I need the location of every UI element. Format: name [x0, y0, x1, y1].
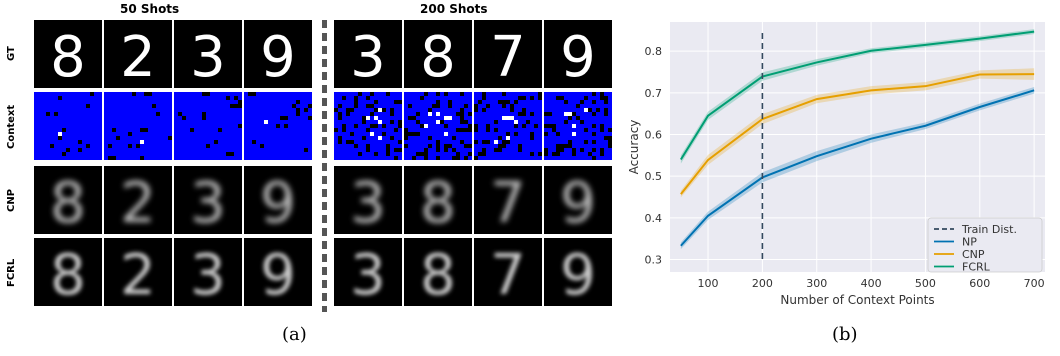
tile-gt-digit-7: 7 — [474, 20, 542, 88]
svg-text:8: 8 — [420, 25, 456, 88]
tile-cnp-digit-2: 2 — [104, 166, 172, 234]
svg-text:7: 7 — [490, 171, 526, 234]
group-title-200-shots: 200 Shots — [420, 2, 488, 16]
legend — [927, 217, 1043, 273]
svg-text:8: 8 — [50, 171, 86, 234]
caption-a: (a) — [282, 324, 307, 345]
x-axis-label: Number of Context Points — [780, 293, 934, 307]
tile-fcrl-digit-9: 9 — [244, 238, 312, 306]
svg-text:9: 9 — [560, 243, 596, 306]
y-tick-label: 0.3 — [645, 254, 663, 267]
panel-a: 50 Shots 200 Shots GT Context CNP FCRL 8… — [6, 2, 612, 345]
band-fcrl — [680, 29, 1035, 164]
tile-context-digit-8 — [404, 92, 472, 160]
y-axis-label: Accuracy — [627, 120, 641, 175]
svg-text:3: 3 — [190, 171, 226, 234]
tile-context-digit-7 — [474, 92, 542, 160]
row-label-gt: GT — [6, 46, 17, 62]
tile-cnp-digit-8: 8 — [404, 166, 472, 234]
tile-fcrl-digit-7: 7 — [474, 238, 542, 306]
row-label-fcrl: FCRL — [6, 258, 17, 288]
svg-text:9: 9 — [560, 171, 596, 234]
y-tick-label: 0.5 — [645, 170, 663, 183]
svg-text:8: 8 — [420, 171, 456, 234]
svg-text:2: 2 — [120, 243, 156, 306]
tile-gt-digit-8: 8 — [34, 20, 102, 88]
tile-cnp-digit-9: 9 — [544, 166, 612, 234]
tile-context-digit-9 — [544, 92, 612, 160]
tile-gt-digit-3: 3 — [334, 20, 402, 88]
x-tick-label: 300 — [806, 277, 827, 290]
tile-gt-digit-9: 9 — [544, 20, 612, 88]
panel-b: 100 200 300 400 500 600 700 0.3 0.4 0.5 0.6 0.7 0.8 N… — [620, 0, 1060, 320]
band-cnp — [680, 68, 1035, 198]
x-tick-label: 600 — [969, 277, 990, 290]
svg-text:8: 8 — [50, 243, 86, 306]
x-tick-label: 200 — [752, 277, 773, 290]
tile-gt-digit-8: 8 — [404, 20, 472, 88]
y-tick-label: 0.4 — [645, 212, 663, 225]
series-line-np — [680, 89, 1035, 247]
svg-text:2: 2 — [120, 25, 156, 88]
accuracy-chart: 100 200 300 400 500 600 700 0.3 0.4 0.5 0.6 0.7 0.8 N… — [627, 22, 1045, 307]
tile-context-digit-3 — [334, 92, 402, 160]
tile-context-digit-8 — [34, 92, 102, 160]
series-line-fcrl — [680, 30, 1035, 161]
svg-text:9: 9 — [260, 171, 296, 234]
row-label-cnp: CNP — [6, 188, 17, 212]
tile-context-digit-9 — [244, 92, 312, 160]
tile-gt-digit-9: 9 — [244, 20, 312, 88]
y-tick-label: 0.7 — [645, 87, 663, 100]
x-tick-label: 100 — [698, 277, 719, 290]
band-np — [680, 87, 1035, 250]
svg-text:3: 3 — [350, 25, 386, 88]
svg-text:8: 8 — [420, 243, 456, 306]
tile-cnp-digit-9: 9 — [244, 166, 312, 234]
svg-text:9: 9 — [260, 25, 296, 88]
caption-b: (b) — [832, 324, 858, 345]
svg-text:9: 9 — [560, 25, 596, 88]
svg-text:7: 7 — [490, 243, 526, 306]
tile-context-digit-3 — [174, 92, 242, 160]
svg-text:3: 3 — [350, 243, 386, 306]
tile-fcrl-digit-9: 9 — [544, 238, 612, 306]
svg-text:3: 3 — [190, 25, 226, 88]
legend-label-fcrl: FCRL — [962, 261, 991, 274]
tile-fcrl-digit-8: 8 — [404, 238, 472, 306]
y-tick-label: 0.6 — [645, 129, 663, 142]
tile-fcrl-digit-3: 3 — [334, 238, 402, 306]
svg-text:2: 2 — [120, 171, 156, 234]
x-tick-label: 500 — [915, 277, 936, 290]
tile-cnp-digit-8: 8 — [34, 166, 102, 234]
tile-cnp-digit-3: 3 — [174, 166, 242, 234]
shots-divider — [322, 20, 327, 312]
legend-label-cnp: CNP — [962, 248, 985, 261]
tile-cnp-digit-7: 7 — [474, 166, 542, 234]
svg-text:9: 9 — [260, 243, 296, 306]
row-label-context: Context — [6, 104, 17, 150]
group-title-50-shots: 50 Shots — [120, 2, 180, 16]
x-tick-label: 400 — [861, 277, 882, 290]
svg-text:8: 8 — [50, 25, 86, 88]
tile-gt-digit-3: 3 — [174, 20, 242, 88]
x-tick-label: 700 — [1024, 277, 1045, 290]
tile-gt-digit-2: 2 — [104, 20, 172, 88]
series-line-cnp — [680, 73, 1035, 195]
y-tick-label: 0.8 — [645, 45, 663, 58]
legend-label-np: NP — [962, 236, 977, 249]
tile-fcrl-digit-3: 3 — [174, 238, 242, 306]
tile-cnp-digit-3: 3 — [334, 166, 402, 234]
svg-text:3: 3 — [350, 171, 386, 234]
legend-label-train-dist-: Train Dist. — [961, 223, 1017, 236]
tile-fcrl-digit-2: 2 — [104, 238, 172, 306]
tile-context-digit-2 — [104, 92, 172, 160]
tile-fcrl-digit-8: 8 — [34, 238, 102, 306]
svg-text:7: 7 — [490, 25, 526, 88]
svg-text:3: 3 — [190, 243, 226, 306]
